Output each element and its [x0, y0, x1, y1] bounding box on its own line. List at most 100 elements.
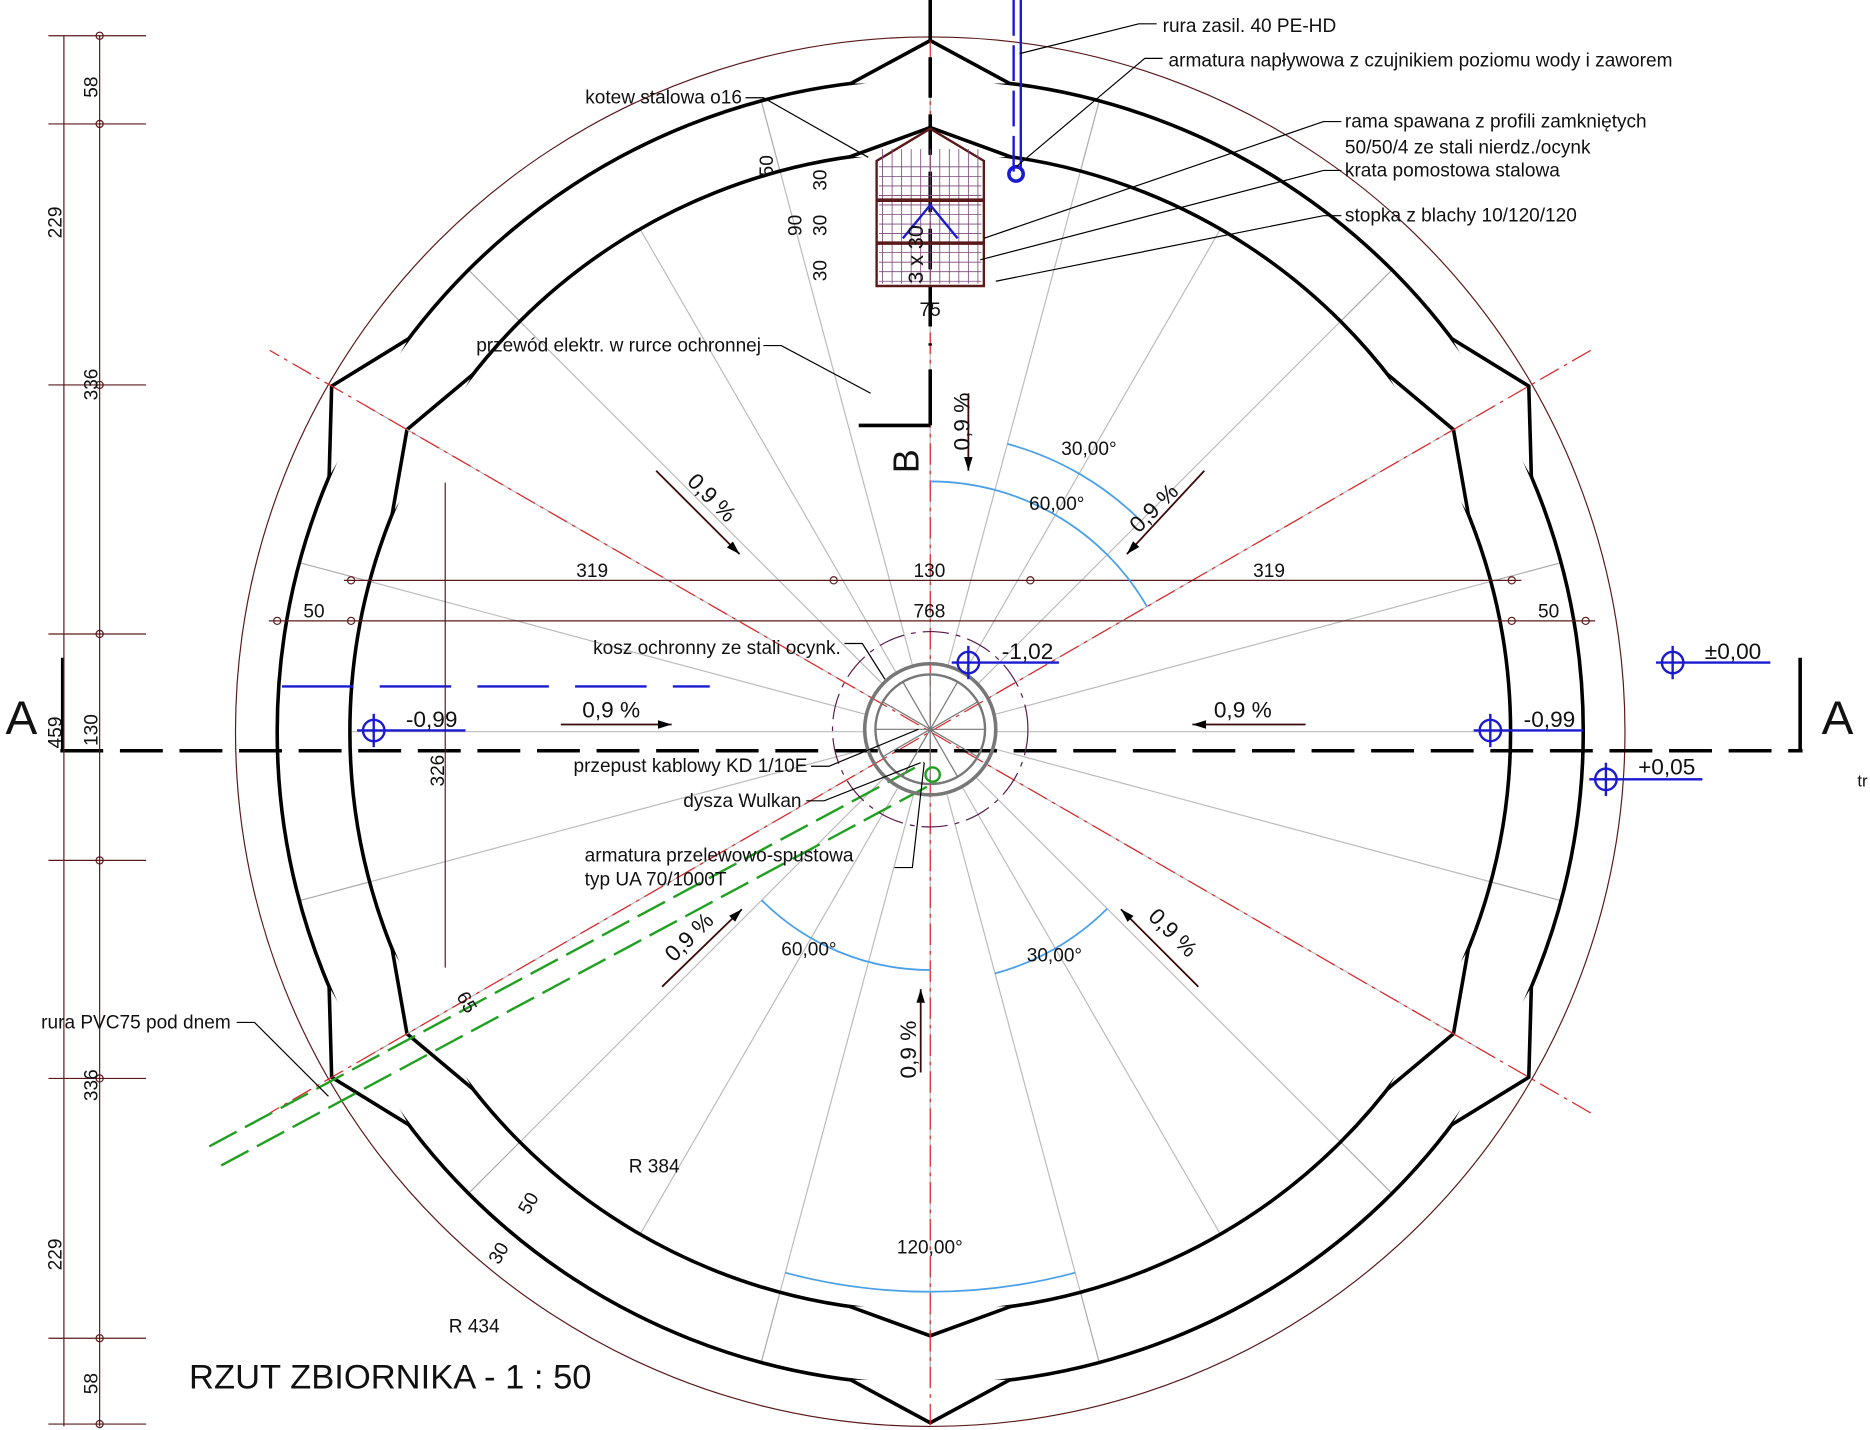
radial-line [963, 788, 1220, 1234]
leader [237, 1022, 329, 1096]
sump-rib [883, 702, 930, 729]
angle-label: 30,00° [1027, 946, 1082, 967]
radial-line [947, 795, 1080, 1292]
rim-joint [1491, 882, 1561, 901]
callout: rura zasil. 40 PE-HD [1163, 16, 1337, 37]
callout: rama spawana z profili zamkniętych [1345, 112, 1647, 133]
angle-label: 30,00° [1061, 439, 1116, 460]
leader [996, 216, 1342, 282]
slope-arrowhead [1192, 720, 1206, 728]
dim-label: 75 [920, 300, 941, 321]
elevation-label: -0,99 [406, 707, 458, 732]
radial-line [780, 795, 913, 1292]
radial-line [780, 171, 913, 668]
elevation-label: +0,05 [1638, 755, 1695, 780]
sump-rib [930, 729, 977, 756]
rim-joint [1341, 1142, 1392, 1193]
dim-label: R 384 [629, 1157, 680, 1178]
leader [1020, 24, 1157, 54]
dim-label: 319 [1253, 561, 1285, 582]
dim-label: R 434 [449, 1316, 500, 1337]
radial-line [994, 581, 1491, 714]
leader [844, 644, 885, 680]
angle-label: 60,00° [781, 940, 836, 961]
rim-joint [761, 1292, 780, 1362]
dim-label: 3 x 30 [904, 225, 928, 283]
callout: kosz ochronny ze stali ocynk. [593, 638, 841, 659]
rim-joint [1080, 101, 1099, 171]
dim-label: 319 [576, 561, 608, 582]
radial-line [994, 749, 1491, 882]
inlet [1009, 167, 1023, 181]
callout: armatura przelewowo-spustowa [585, 846, 854, 867]
dim-label: 229 [46, 1239, 67, 1271]
slope-label: 0,9 % [950, 393, 975, 451]
dim-label: 336 [81, 369, 102, 401]
section-mark: B [886, 449, 926, 473]
dim-label: 30 [811, 260, 832, 281]
dim-label: 30 [485, 1239, 514, 1268]
section-mark: A [6, 692, 38, 745]
callout: stopka z blachy 10/120/120 [1345, 206, 1577, 227]
rim-joint [468, 270, 519, 321]
slope-label: 0,9 % [660, 908, 719, 967]
dim-label: 65 [452, 988, 481, 1017]
dim-label: 336 [81, 1069, 102, 1101]
slope-arrowhead [916, 989, 924, 1003]
dim-label: 50 [1538, 601, 1559, 622]
dim-label: 50 [515, 1189, 544, 1218]
tank-plan: rura zasil. 40 PE-HD armatura napływowa … [0, 0, 1870, 1430]
rim-joint [299, 882, 369, 901]
callout: 50/50/4 ze stali nierdz./ocynk [1345, 138, 1591, 159]
sump-rib [930, 729, 957, 776]
callout: dysza Wulkan [683, 791, 801, 812]
callout: typ UA 70/1000T [585, 869, 727, 890]
slope-label: 0,9 % [582, 697, 640, 722]
callout: rura PVC75 pod dnem [41, 1012, 231, 1033]
leader [746, 98, 869, 158]
drawing-title: RZUT ZBIORNIKA - 1 : 50 [189, 1358, 592, 1396]
rim-joint [1080, 1292, 1099, 1362]
slope-arrowhead [964, 457, 972, 471]
section-mark: A [1822, 692, 1854, 745]
leader [763, 346, 870, 394]
dim-label: 58 [81, 77, 102, 98]
dim-label: 130 [914, 561, 946, 582]
sump-rib [930, 682, 957, 729]
slope-label: 0,9 % [896, 1021, 921, 1079]
elevation-label: ±0,00 [1705, 639, 1761, 664]
angle-label: 120,00° [897, 1238, 963, 1259]
side-note: tr [1857, 772, 1868, 791]
rim-joint [299, 563, 369, 582]
elevation-label: -1,02 [1002, 639, 1054, 664]
dim-label: 50 [757, 155, 778, 176]
callout: przewód elektr. w rurce ochronnej [476, 336, 761, 357]
dim-label: 58 [81, 1373, 102, 1394]
rim-joint [468, 1142, 519, 1193]
callout: armatura napływowa z czujnikiem poziomu … [1169, 51, 1673, 72]
dim-label: 90 [786, 215, 807, 236]
callout: kotew stalowa o16 [585, 88, 742, 109]
callout: krata pomostowa stalowa [1345, 160, 1560, 181]
dim-label: 326 [428, 755, 449, 787]
dim-label: 459 [46, 717, 67, 749]
slope-label: 0,9 % [682, 468, 741, 527]
dim-label: 30 [811, 169, 832, 190]
radial-line [640, 229, 897, 675]
dim-label: 229 [46, 207, 67, 239]
nozzle [925, 767, 939, 781]
angle-label: 60,00° [1029, 494, 1084, 515]
sump-rib [903, 682, 930, 729]
callouts: rura zasil. 40 PE-HD armatura napływowa … [41, 16, 1672, 1033]
sump-rib [883, 729, 930, 756]
slope-arrowhead [658, 720, 672, 728]
sump-rib [930, 702, 977, 729]
dim-label: 50 [303, 601, 324, 622]
dim-label: 30 [811, 215, 832, 236]
rim-joint [1341, 270, 1392, 321]
slope-label: 0,9 % [1214, 697, 1272, 722]
leader [894, 763, 924, 868]
callout: przepust kablowy KD 1/10E [574, 756, 808, 777]
rim-joint [1491, 563, 1561, 582]
dimensions: 58 229 336 130 459 336 229 58 319 130 31… [46, 77, 1560, 1395]
